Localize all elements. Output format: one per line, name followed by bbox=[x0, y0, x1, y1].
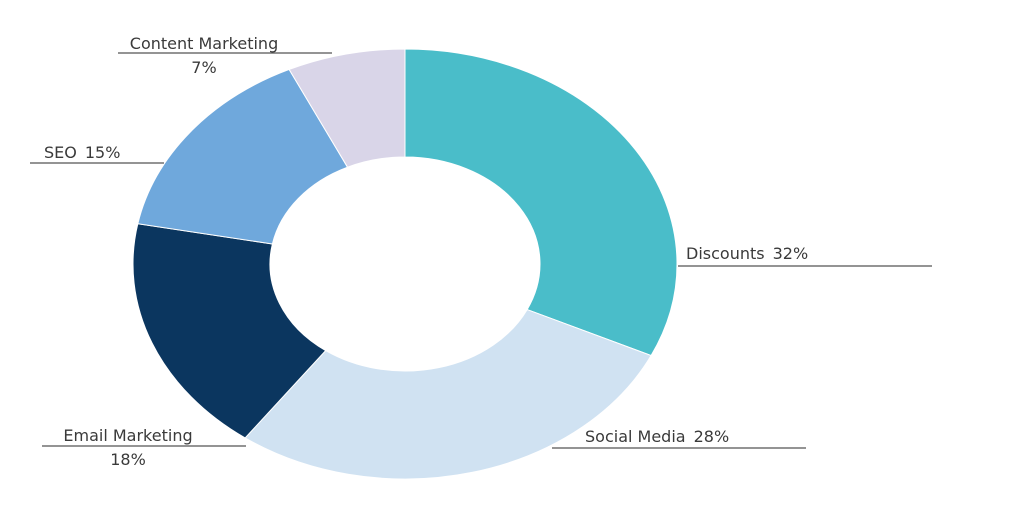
label-value-discounts: 32% bbox=[773, 244, 809, 263]
label-discounts: Discounts 32% bbox=[678, 244, 932, 267]
label-name-content-marketing: Content Marketing bbox=[130, 34, 278, 53]
label-email-marketing: Email Marketing 18% bbox=[42, 426, 246, 469]
label-seo: SEO 15% bbox=[30, 143, 164, 164]
label-text-seo: SEO 15% bbox=[44, 143, 120, 162]
label-value-social-media: 28% bbox=[694, 427, 730, 446]
label-social-media: Social Media 28% bbox=[552, 427, 806, 449]
donut-slices bbox=[132, 48, 678, 480]
slice-discounts bbox=[404, 48, 678, 357]
label-name-seo: SEO bbox=[44, 143, 77, 162]
label-value-content-marketing: 7% bbox=[191, 58, 216, 77]
label-content-marketing: Content Marketing 7% bbox=[118, 34, 332, 77]
label-text-social-media: Social Media 28% bbox=[585, 427, 729, 446]
slice-seo bbox=[137, 68, 349, 245]
slice-labels: Discounts 32% Social Media 28% Email Marke… bbox=[30, 34, 932, 469]
label-name-social-media: Social Media bbox=[585, 427, 686, 446]
slice-social-media bbox=[244, 308, 652, 480]
label-text-discounts: Discounts 32% bbox=[686, 244, 808, 263]
label-value-email-marketing: 18% bbox=[110, 450, 146, 469]
label-value-seo: 15% bbox=[85, 143, 121, 162]
slice-email-marketing bbox=[132, 223, 327, 439]
slice-content-marketing bbox=[288, 48, 406, 168]
label-name-discounts: Discounts bbox=[686, 244, 765, 263]
label-name-email-marketing: Email Marketing bbox=[63, 426, 192, 445]
